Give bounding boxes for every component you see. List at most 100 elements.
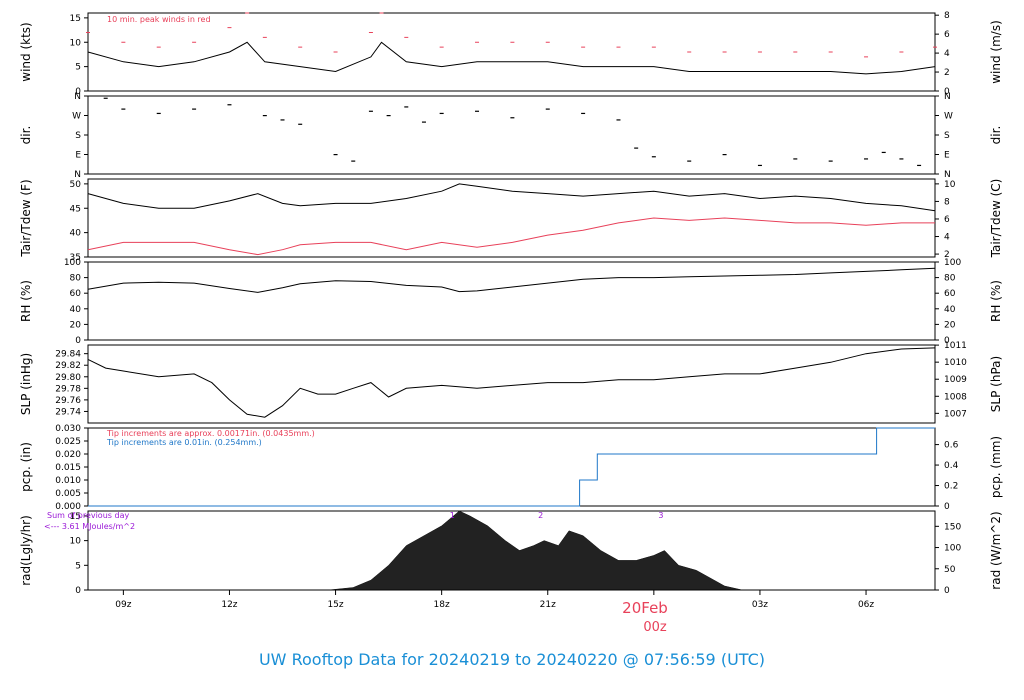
x-tick-label: 03z	[752, 600, 768, 610]
date-label: 20Feb	[622, 599, 668, 617]
y-tick-label-left: 0.005	[55, 489, 81, 499]
y-tick-label-left: 20	[70, 320, 82, 330]
y-tick-label-right: 0.6	[944, 441, 959, 451]
x-tick-label: 06z	[858, 600, 874, 610]
y-axis-label-right: pcp. (mm)	[989, 436, 1003, 498]
rad-marker-label: 3	[658, 511, 663, 520]
chart-title: UW Rooftop Data for 20240219 to 20240220…	[259, 650, 765, 669]
y-axis-label-left: dir.	[19, 126, 33, 145]
y-tick-label-right: 1010	[944, 358, 967, 368]
y-tick-label-left: 80	[70, 274, 82, 284]
dir-point	[475, 110, 480, 112]
dir-point	[368, 110, 373, 112]
y-tick-label-left: 15	[70, 512, 81, 522]
y-tick-label-left: 10	[70, 537, 82, 547]
y-tick-label-right: 4	[944, 233, 950, 243]
y-tick-label-right: 6	[944, 30, 950, 40]
y-tick-label-right: 8	[944, 197, 950, 207]
y-tick-label-right: 2	[944, 68, 950, 78]
y-tick-label-left: 0	[75, 586, 81, 596]
panel-frame	[87, 261, 936, 341]
date-sub-label: 00z	[643, 620, 667, 635]
dir-point	[881, 151, 886, 154]
dir-point	[687, 160, 692, 162]
y-tick-label-left: 0	[75, 336, 81, 346]
y-tick-label-left: 50	[70, 180, 82, 190]
y-tick-label-right: 0	[944, 586, 950, 596]
dir-point	[581, 112, 586, 115]
rad-marker-label: 2	[538, 511, 543, 520]
y-axis-label-right: rad (W/m^2)	[989, 511, 1003, 589]
dir-point	[404, 106, 409, 108]
dir-point	[156, 112, 161, 115]
y-tick-label-left: 29.76	[55, 396, 81, 406]
y-tick-label-right: 4	[944, 49, 950, 59]
y-tick-label-right: N	[944, 170, 951, 180]
x-tick-label: 15z	[327, 600, 343, 610]
y-tick-label-left: 5	[75, 63, 81, 73]
y-tick-label-left: 10	[70, 38, 82, 48]
y-tick-label-left: 60	[70, 289, 82, 299]
y-tick-label-right: 1011	[944, 341, 967, 351]
y-tick-label-left: S	[75, 131, 81, 141]
dir-point	[634, 147, 639, 149]
y-tick-label-right: 1007	[944, 409, 967, 419]
y-tick-label-right: S	[944, 131, 950, 141]
panel-wind: 0 5 10 15 0 2 4 6 8 wind (kts) wind (m/s) 10 min. p…	[19, 11, 1003, 97]
dir-point	[280, 119, 285, 121]
y-axis-label-right: SLP (hPa)	[989, 356, 1003, 412]
panel-frame	[87, 95, 936, 175]
y-tick-label-right: 6	[944, 215, 950, 225]
rad-note-2: <--- 3.61 MJoules/m^2	[44, 522, 135, 531]
y-tick-label-left: 0	[75, 87, 81, 97]
dir-point	[722, 154, 727, 156]
y-tick-label-right: 150	[944, 522, 961, 532]
y-tick-label-left: 40	[70, 305, 82, 315]
rad-marker-label: 1	[450, 511, 455, 520]
y-tick-label-left: 0.000	[55, 502, 81, 512]
y-tick-label-left: 0.020	[55, 450, 81, 460]
y-tick-label-right: 20	[944, 320, 956, 330]
y-tick-label-right: 60	[944, 289, 956, 299]
y-tick-label-left: 40	[70, 229, 82, 239]
rad-note-1: Sum of previous day	[47, 511, 129, 520]
dir-point	[421, 121, 426, 123]
y-tick-label-left: 29.80	[55, 373, 81, 383]
y-tick-label-left: 0.030	[55, 424, 81, 434]
dir-point	[917, 164, 922, 167]
dir-point	[298, 123, 303, 125]
y-tick-label-left: 29.82	[55, 361, 81, 371]
panel-frame	[87, 12, 936, 92]
dir-point	[439, 112, 444, 115]
y-axis-label-left: RH (%)	[19, 280, 33, 322]
panel-frame	[87, 344, 936, 424]
y-tick-label-right: 1008	[944, 392, 967, 402]
y-tick-label-right: W	[944, 112, 953, 122]
y-axis-label-left: Tair/Tdew (F)	[19, 179, 33, 257]
dir-point	[227, 104, 232, 106]
y-tick-label-left: W	[72, 112, 81, 122]
y-tick-label-left: 45	[70, 204, 81, 214]
dir-point	[262, 115, 267, 117]
series-line-slp	[87, 347, 936, 418]
y-tick-label-right: 10	[944, 180, 956, 190]
y-tick-label-right: 2	[944, 250, 950, 260]
dir-point	[864, 158, 869, 160]
x-tick-label: 18z	[434, 600, 450, 610]
dir-point	[899, 158, 904, 160]
y-axis-label-left: wind (kts)	[19, 22, 33, 81]
panel-pcp: 0.000 0.005 0.010 0.015 0.020 0.025 0.030 0 0.2 0…	[19, 424, 1003, 512]
dir-point	[651, 156, 656, 158]
pcp-note-2: Tip increments are 0.01in. (0.254mm.)	[106, 438, 262, 447]
x-tick-label: 09z	[115, 600, 131, 610]
y-tick-label-left: 35	[70, 253, 81, 263]
y-tick-label-right: 0.2	[944, 482, 958, 492]
y-tick-label-left: 0.025	[55, 437, 81, 447]
y-tick-label-right: 100	[944, 258, 961, 268]
dir-point	[510, 117, 515, 119]
y-tick-label-left: N	[74, 92, 81, 102]
